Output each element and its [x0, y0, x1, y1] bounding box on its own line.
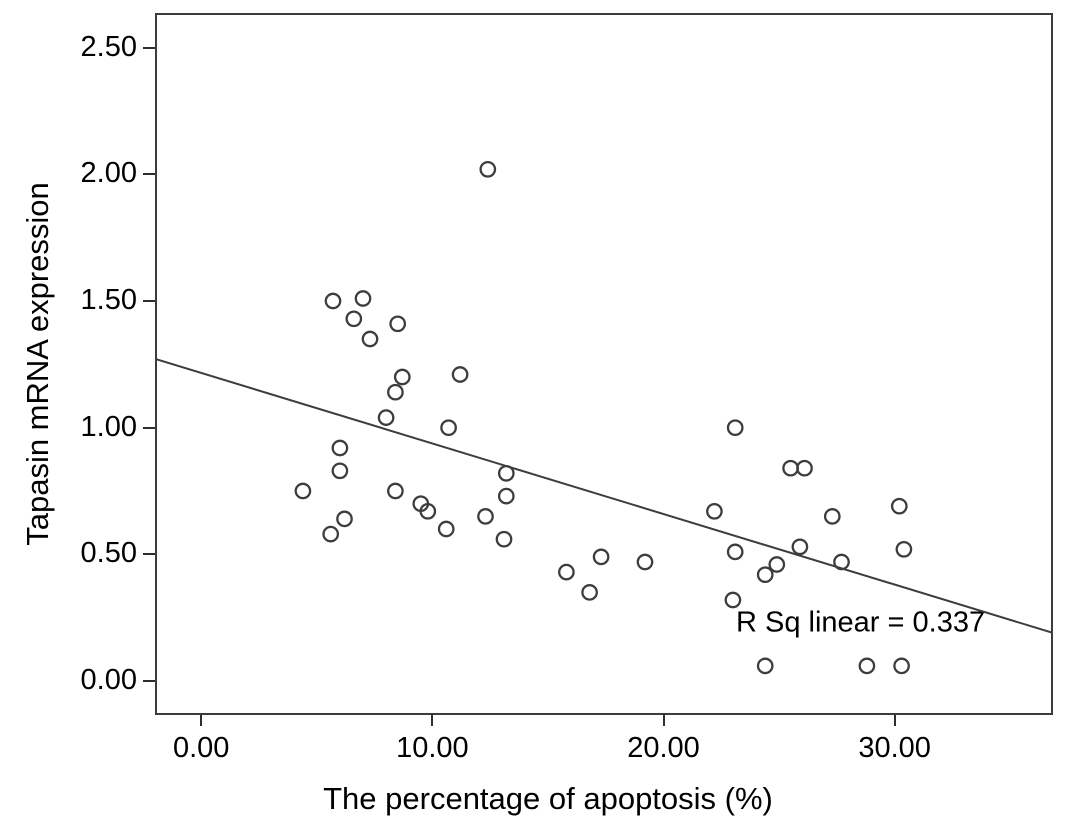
- data-point: [495, 530, 513, 548]
- data-point: [331, 462, 349, 480]
- x-tick-mark: [893, 715, 896, 726]
- x-tick-label: 30.00: [858, 732, 931, 764]
- data-point: [833, 553, 850, 571]
- data-point: [558, 563, 575, 581]
- data-point: [345, 310, 363, 328]
- data-point: [726, 543, 744, 561]
- x-axis-title: The percentage of apoptosis (%): [323, 781, 773, 816]
- data-point: [419, 502, 437, 520]
- y-tick-label: 2.50: [80, 30, 137, 63]
- data-point: [497, 464, 515, 482]
- data-point: [768, 556, 786, 573]
- x-tick-label: 0.00: [172, 732, 230, 764]
- r-squared-annotation: R Sq linear = 0.337: [736, 606, 986, 639]
- data-point: [791, 538, 809, 556]
- data-point: [437, 520, 455, 538]
- data-point: [387, 383, 404, 401]
- plot-area: [155, 13, 1053, 715]
- x-tick-label: 10.00: [396, 732, 469, 764]
- data-point: [354, 290, 372, 307]
- y-tick-mark: [143, 553, 155, 556]
- data-point: [895, 540, 913, 558]
- data-point: [724, 591, 742, 609]
- x-tick-label: 20.00: [627, 732, 700, 764]
- data-point: [756, 657, 774, 675]
- data-point: [581, 584, 598, 601]
- data-point: [479, 160, 497, 178]
- y-tick-mark: [143, 46, 155, 49]
- data-point: [890, 497, 908, 515]
- data-point: [858, 657, 876, 675]
- data-point: [389, 315, 407, 333]
- y-tick-label: 0.50: [80, 537, 137, 570]
- data-point: [377, 409, 395, 426]
- data-point: [756, 566, 774, 584]
- data-point: [636, 553, 654, 571]
- regression-line: [155, 357, 1053, 634]
- data-point: [782, 459, 799, 477]
- data-point: [336, 510, 353, 528]
- y-tick-label: 2.00: [80, 157, 137, 190]
- x-tick-mark: [200, 715, 203, 726]
- data-point: [361, 330, 379, 348]
- y-tick-mark: [143, 300, 155, 303]
- y-tick-label: 1.00: [80, 410, 137, 443]
- data-point: [324, 292, 342, 310]
- data-point: [331, 439, 349, 457]
- y-tick-mark: [143, 173, 155, 176]
- data-point: [706, 502, 723, 520]
- data-point: [322, 525, 340, 543]
- data-point: [294, 482, 312, 500]
- x-tick-mark: [662, 715, 665, 726]
- y-tick-mark: [143, 426, 155, 429]
- data-point: [393, 368, 411, 386]
- data-point: [440, 419, 457, 437]
- data-point: [451, 366, 469, 383]
- data-point: [823, 508, 841, 525]
- y-tick-mark: [143, 680, 155, 683]
- data-point: [387, 482, 404, 500]
- y-tick-label: 0.00: [80, 663, 137, 696]
- data-point: [726, 419, 744, 437]
- data-point: [477, 508, 494, 525]
- x-tick-mark: [431, 715, 434, 726]
- data-point: [497, 487, 515, 505]
- plot-canvas: [155, 160, 1053, 675]
- y-axis-title: Tapasin mRNA expression: [20, 182, 55, 546]
- data-point: [893, 657, 910, 675]
- data-point: [796, 459, 813, 477]
- data-point: [592, 548, 610, 566]
- y-tick-label: 1.50: [80, 283, 137, 316]
